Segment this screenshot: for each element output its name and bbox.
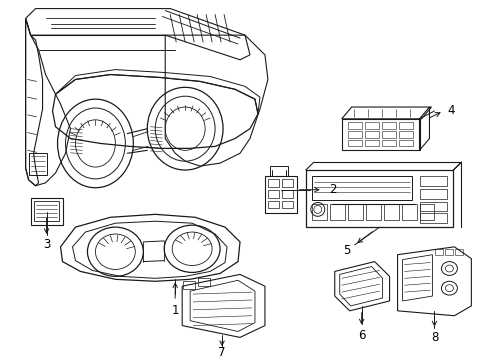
- Bar: [267, 201, 278, 208]
- Bar: [183, 281, 195, 289]
- Bar: [198, 278, 210, 286]
- Text: 2: 2: [328, 183, 336, 196]
- Bar: [305, 170, 452, 227]
- Bar: [281, 179, 292, 187]
- Bar: [267, 179, 278, 187]
- Text: 5: 5: [342, 244, 350, 257]
- Text: 6: 6: [357, 329, 365, 342]
- Bar: [347, 131, 361, 138]
- Text: 4: 4: [447, 104, 454, 117]
- Bar: [445, 249, 452, 255]
- Bar: [347, 204, 362, 220]
- Bar: [281, 201, 292, 208]
- Bar: [419, 189, 447, 199]
- Bar: [267, 190, 278, 198]
- Bar: [31, 198, 62, 225]
- Bar: [419, 204, 433, 220]
- Bar: [311, 176, 411, 199]
- Bar: [398, 122, 412, 129]
- Text: 3: 3: [43, 238, 50, 251]
- Bar: [435, 249, 443, 255]
- Bar: [398, 131, 412, 138]
- Bar: [29, 153, 46, 175]
- Bar: [34, 201, 59, 221]
- Text: 1: 1: [171, 304, 179, 317]
- Bar: [341, 119, 419, 150]
- Bar: [383, 204, 398, 220]
- Bar: [364, 122, 378, 129]
- Bar: [381, 140, 395, 147]
- Bar: [419, 213, 447, 223]
- Bar: [281, 190, 292, 198]
- Bar: [419, 176, 447, 186]
- Bar: [365, 204, 380, 220]
- Bar: [347, 122, 361, 129]
- Bar: [401, 204, 416, 220]
- Bar: [264, 176, 296, 213]
- Bar: [454, 249, 463, 255]
- Bar: [419, 202, 447, 211]
- Bar: [398, 140, 412, 147]
- Bar: [381, 122, 395, 129]
- Bar: [269, 166, 287, 176]
- Text: 7: 7: [218, 346, 225, 359]
- Text: 8: 8: [430, 331, 437, 344]
- Bar: [329, 204, 344, 220]
- Bar: [364, 131, 378, 138]
- Bar: [311, 204, 326, 220]
- Bar: [347, 140, 361, 147]
- Bar: [381, 131, 395, 138]
- Bar: [364, 140, 378, 147]
